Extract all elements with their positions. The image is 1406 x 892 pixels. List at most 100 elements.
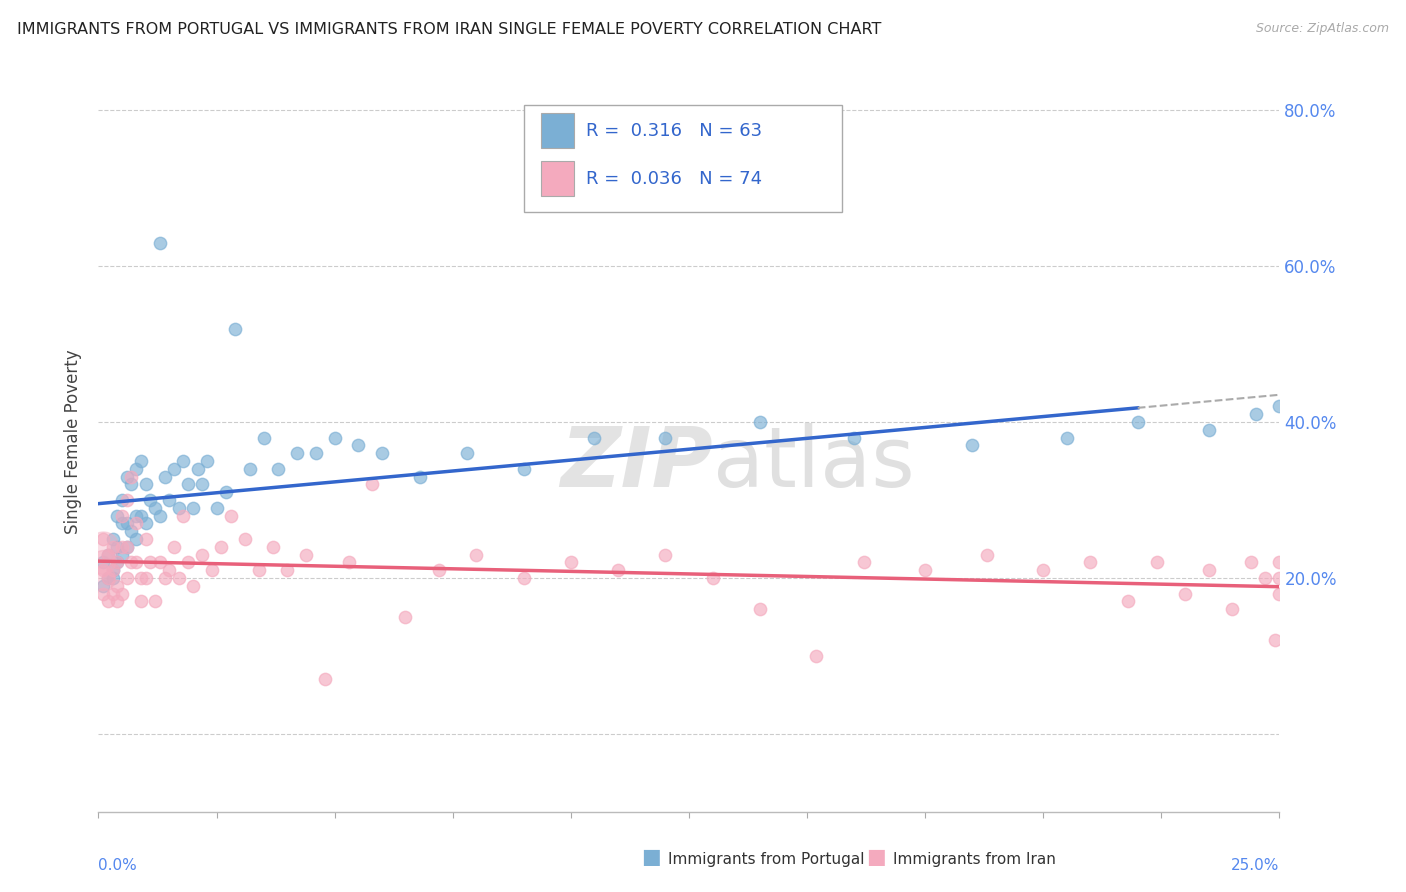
- Point: [125, 555, 148, 569]
- Point: [115, 540, 138, 554]
- Point: [177, 477, 200, 491]
- Point: [91, 571, 114, 585]
- Point: [105, 540, 128, 554]
- Point: [394, 610, 416, 624]
- Point: [239, 462, 262, 476]
- Point: [1198, 423, 1220, 437]
- Point: [1268, 555, 1291, 569]
- Text: R =  0.316   N = 63: R = 0.316 N = 63: [586, 121, 762, 139]
- Point: [371, 446, 394, 460]
- Text: R =  0.036   N = 74: R = 0.036 N = 74: [586, 169, 762, 187]
- Point: [1032, 563, 1054, 577]
- Text: 25.0%: 25.0%: [1232, 858, 1279, 872]
- Point: [157, 493, 180, 508]
- Point: [560, 555, 582, 569]
- Point: [91, 586, 114, 600]
- Point: [914, 563, 936, 577]
- Point: [654, 548, 676, 562]
- Point: [101, 563, 124, 577]
- Point: [115, 516, 138, 531]
- Point: [181, 500, 204, 515]
- Point: [163, 540, 186, 554]
- Point: [157, 563, 180, 577]
- Point: [129, 571, 152, 585]
- Point: [305, 446, 328, 460]
- Point: [201, 563, 224, 577]
- Point: [187, 462, 209, 476]
- Point: [121, 555, 143, 569]
- Point: [583, 431, 606, 445]
- Text: ZIP: ZIP: [560, 423, 713, 504]
- Point: [121, 469, 143, 483]
- Point: [427, 563, 450, 577]
- Point: [1240, 555, 1263, 569]
- Point: [465, 548, 488, 562]
- Point: [139, 493, 162, 508]
- Point: [101, 540, 124, 554]
- Point: [181, 579, 204, 593]
- Point: [262, 540, 284, 554]
- Point: [191, 548, 214, 562]
- Point: [844, 431, 866, 445]
- Point: [111, 586, 134, 600]
- Y-axis label: Single Female Poverty: Single Female Poverty: [65, 350, 83, 533]
- Point: [456, 446, 478, 460]
- Point: [121, 524, 143, 538]
- Point: [91, 540, 114, 554]
- Text: 0.0%: 0.0%: [98, 858, 138, 872]
- Point: [101, 563, 124, 577]
- Point: [224, 321, 246, 335]
- Point: [143, 594, 166, 608]
- Point: [748, 415, 770, 429]
- Bar: [541, 112, 575, 148]
- Point: [748, 602, 770, 616]
- Point: [91, 579, 114, 593]
- Point: [172, 454, 194, 468]
- Point: [1116, 594, 1139, 608]
- Text: ■: ■: [866, 847, 886, 867]
- Point: [153, 469, 176, 483]
- Point: [806, 648, 828, 663]
- Point: [97, 571, 120, 585]
- Point: [125, 532, 148, 546]
- Point: [135, 477, 157, 491]
- Point: [215, 485, 238, 500]
- Point: [654, 431, 676, 445]
- Point: [101, 571, 124, 585]
- Point: [125, 508, 148, 523]
- Point: [1146, 555, 1168, 569]
- Point: [121, 477, 143, 491]
- Point: [97, 548, 120, 562]
- Point: [1268, 400, 1291, 414]
- Point: [91, 555, 114, 569]
- Point: [149, 235, 172, 250]
- Point: [163, 462, 186, 476]
- Point: [111, 540, 134, 554]
- Point: [337, 555, 360, 569]
- Point: [253, 431, 276, 445]
- Point: [295, 548, 318, 562]
- Point: [91, 532, 114, 546]
- Point: [153, 571, 176, 585]
- Point: [247, 563, 270, 577]
- Bar: [541, 161, 575, 196]
- Point: [167, 500, 190, 515]
- Point: [139, 555, 162, 569]
- Point: [172, 508, 194, 523]
- Point: [135, 571, 157, 585]
- Point: [135, 532, 157, 546]
- Point: [105, 508, 128, 523]
- Point: [91, 563, 114, 577]
- Point: [129, 508, 152, 523]
- Point: [702, 571, 724, 585]
- Text: Immigrants from Portugal: Immigrants from Portugal: [668, 852, 865, 867]
- Point: [105, 594, 128, 608]
- Point: [1198, 563, 1220, 577]
- Point: [1220, 602, 1243, 616]
- Point: [105, 579, 128, 593]
- Point: [219, 508, 242, 523]
- Point: [97, 594, 120, 608]
- Point: [1264, 633, 1286, 648]
- Point: [111, 548, 134, 562]
- Point: [101, 586, 124, 600]
